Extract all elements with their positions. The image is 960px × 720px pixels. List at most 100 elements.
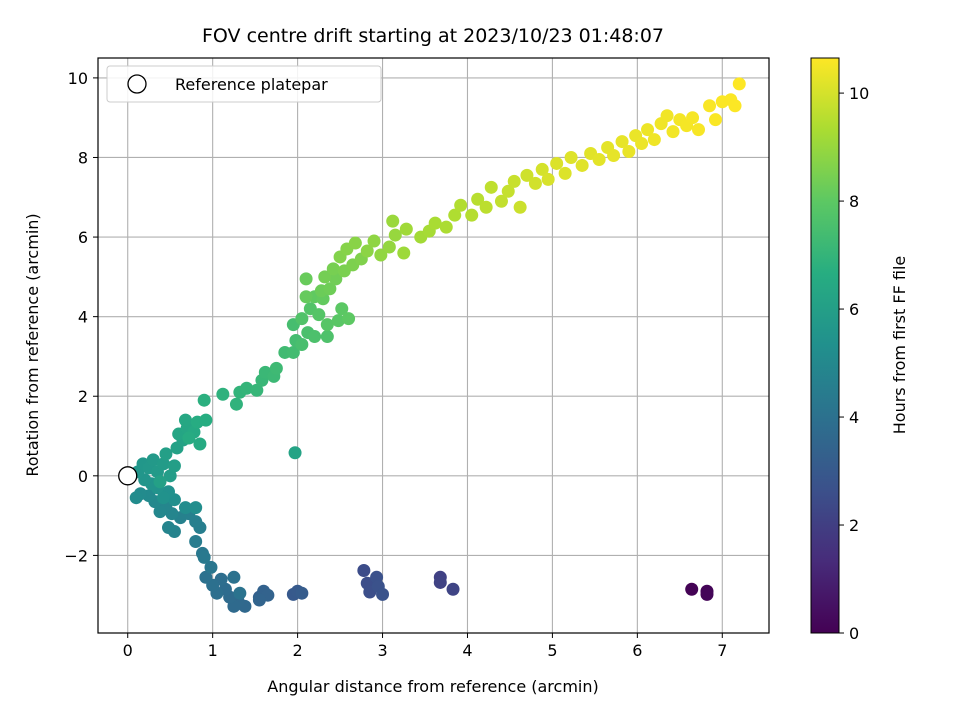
x-tick-label: 2 — [293, 641, 303, 660]
data-point — [397, 246, 411, 260]
data-point — [374, 248, 388, 262]
x-tick-label: 7 — [717, 641, 727, 660]
data-point — [520, 168, 534, 182]
y-axis-ticks: −2 0 2 4 6 8 10 — [64, 69, 98, 565]
data-point — [550, 156, 564, 170]
data-point — [592, 152, 606, 166]
data-point — [295, 338, 309, 352]
data-point — [252, 593, 266, 607]
data-point — [501, 184, 515, 198]
data-point — [528, 176, 542, 190]
data-point — [484, 180, 498, 194]
data-point — [635, 137, 649, 151]
data-point — [660, 109, 674, 123]
data-point — [428, 216, 442, 230]
data-point — [331, 314, 345, 328]
data-point — [388, 228, 402, 242]
colorbar-tick-label: 8 — [849, 192, 859, 211]
data-point — [197, 550, 211, 564]
data-point — [161, 521, 175, 535]
data-point — [156, 457, 170, 471]
data-point — [197, 393, 211, 407]
data-point — [513, 200, 527, 214]
legend-box — [106, 65, 382, 103]
data-point — [329, 272, 343, 286]
data-point — [189, 534, 203, 548]
data-point — [178, 501, 192, 515]
colorbar-tick-label: 4 — [849, 408, 859, 427]
colorbar: 0 2 4 6 8 10 Hours from first FF file — [810, 57, 909, 643]
data-point — [471, 192, 485, 206]
data-point — [622, 145, 636, 159]
colorbar-ticks: 0 2 4 6 8 10 — [839, 84, 869, 643]
data-point — [666, 125, 680, 139]
data-point — [376, 587, 390, 601]
scatter-points — [129, 77, 746, 613]
data-point — [204, 560, 218, 574]
data-point — [320, 318, 334, 332]
data-point — [686, 111, 700, 125]
data-point — [692, 123, 706, 137]
y-tick-label: 6 — [78, 228, 88, 247]
data-point — [732, 77, 746, 91]
data-point — [159, 447, 173, 461]
x-axis-ticks: 0 1 2 3 4 5 6 7 — [123, 633, 727, 660]
data-point — [615, 135, 629, 149]
data-point — [288, 446, 302, 460]
data-point — [153, 475, 167, 489]
y-tick-label: 8 — [78, 148, 88, 167]
y-tick-label: 0 — [78, 467, 88, 486]
data-point — [199, 413, 213, 427]
data-point — [367, 234, 381, 248]
data-point — [308, 330, 322, 344]
y-axis-label: Rotation from reference (arcmin) — [23, 213, 42, 476]
data-point — [448, 208, 462, 222]
data-point — [348, 236, 362, 250]
data-point — [335, 302, 349, 316]
data-point — [700, 587, 714, 601]
data-point — [323, 282, 337, 296]
colorbar-gradient — [810, 57, 840, 634]
x-tick-label: 0 — [123, 641, 133, 660]
plot-frame — [97, 57, 770, 634]
data-point — [167, 459, 181, 473]
data-point — [564, 150, 578, 164]
data-point — [129, 491, 143, 505]
colorbar-tick-label: 0 — [849, 624, 859, 643]
colorbar-label: Hours from first FF file — [890, 256, 909, 435]
data-point — [229, 397, 243, 411]
data-point — [318, 270, 332, 284]
colorbar-tick-label: 2 — [849, 516, 859, 535]
x-tick-label: 5 — [547, 641, 557, 660]
data-point — [146, 453, 160, 467]
data-point — [558, 166, 572, 180]
legend: Reference platepar — [106, 65, 382, 103]
data-point — [312, 308, 326, 322]
data-point — [320, 330, 334, 344]
data-point — [446, 582, 460, 596]
chart-title: FOV centre drift starting at 2023/10/23 … — [202, 25, 664, 47]
data-point — [433, 575, 447, 589]
data-point — [153, 505, 167, 519]
x-axis-label: Angular distance from reference (arcmin) — [267, 677, 598, 696]
colorbar-tick-label: 10 — [849, 84, 869, 103]
reference-platepar-marker — [118, 466, 138, 486]
legend-marker-reference — [127, 74, 147, 94]
data-point — [399, 222, 413, 236]
y-tick-label: 2 — [78, 387, 88, 406]
colorbar-tick-label: 6 — [849, 300, 859, 319]
data-point — [708, 113, 722, 127]
data-point — [454, 198, 468, 212]
data-point — [286, 345, 300, 359]
data-point — [189, 501, 203, 515]
data-point — [156, 491, 170, 505]
data-point — [193, 437, 207, 451]
reference-marker-layer — [118, 466, 138, 486]
data-point — [250, 383, 264, 397]
data-point — [295, 312, 309, 326]
y-tick-label: 10 — [68, 69, 88, 88]
x-tick-label: 3 — [377, 641, 387, 660]
data-point — [342, 312, 356, 326]
data-point — [382, 240, 396, 254]
